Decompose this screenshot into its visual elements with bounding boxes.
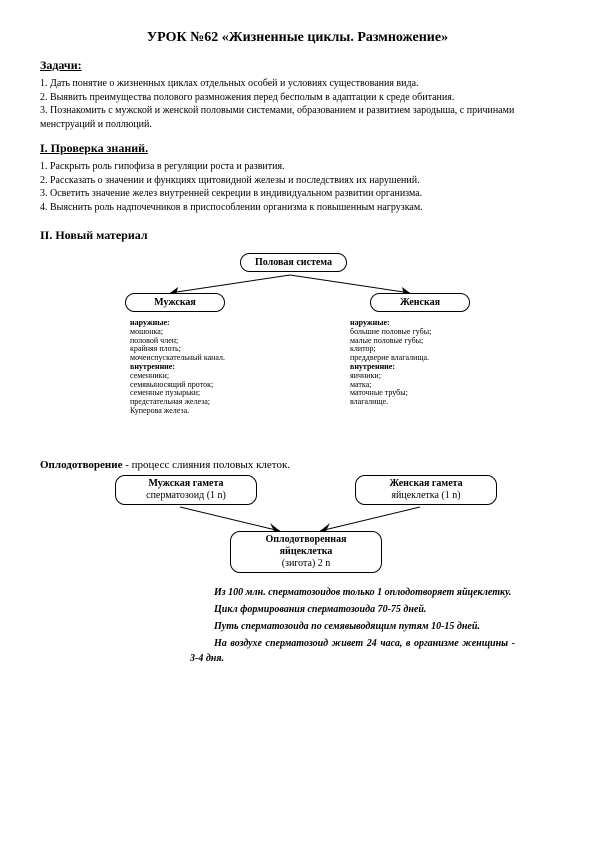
- list-item: влагалище.: [350, 398, 490, 407]
- tasks-list: 1. Дать понятие о жизненных циклах отдел…: [40, 77, 555, 131]
- footnote-item: Путь сперматозоида по семявыводящим путя…: [190, 619, 515, 634]
- task-item: 1. Дать понятие о жизненных циклах отдел…: [40, 77, 555, 91]
- def-text: - процесс слияния половых клеток.: [123, 459, 291, 471]
- node-female-gamete: Женская гамета яйцеклетка (1 n): [355, 475, 497, 505]
- check-item: 2. Рассказать о значении и функциях щито…: [40, 174, 555, 188]
- page-title: УРОК №62 «Жизненные циклы. Размножение»: [40, 30, 555, 46]
- male-gamete-title: Мужская гамета: [126, 478, 246, 490]
- task-item: 2. Выявить преимущества полового размнож…: [40, 91, 555, 105]
- check-item: 1. Раскрыть роль гипофиза в регуляции ро…: [40, 160, 555, 174]
- female-gamete-sub: яйцеклетка (1 n): [366, 490, 486, 502]
- male-organs-list: наружные: мошонка; половой член; крайняя…: [130, 319, 270, 416]
- node-root: Половая система: [240, 253, 347, 272]
- footnotes: Из 100 млн. сперматозоидов только 1 опло…: [190, 585, 515, 666]
- node-female: Женская: [370, 293, 470, 312]
- fertilization-definition: Оплодотворение - процесс слияния половых…: [40, 459, 555, 471]
- zygote-title: Оплодотворенная яйцеклетка: [241, 534, 371, 558]
- female-organs-list: наружные: большие половые губы; малые по…: [350, 319, 490, 407]
- new-material-header: II. Новый материал: [40, 228, 555, 243]
- check-item: 3. Осветить значение желез внутренней се…: [40, 187, 555, 201]
- check-item: 4. Выяснить роль надпочечников в приспос…: [40, 201, 555, 215]
- footnote-item: На воздухе сперматозоид живет 24 часа, в…: [190, 636, 515, 666]
- list-item: Куперова железа.: [130, 407, 270, 416]
- footnote-item: Из 100 млн. сперматозоидов только 1 опло…: [190, 585, 515, 600]
- reproductive-system-diagram: Половая система Мужская Женская наружные…: [40, 253, 555, 453]
- node-zygote: Оплодотворенная яйцеклетка (зигота) 2 n: [230, 531, 382, 573]
- node-male-gamete: Мужская гамета сперматозоид (1 n): [115, 475, 257, 505]
- female-gamete-title: Женская гамета: [366, 478, 486, 490]
- gamete-diagram: Мужская гамета сперматозоид (1 n) Женска…: [40, 475, 555, 585]
- def-term: Оплодотворение: [40, 459, 123, 471]
- zygote-sub: (зигота) 2 n: [241, 558, 371, 570]
- tasks-header: Задачи:: [40, 58, 555, 73]
- footnote-item: Цикл формирования сперматозоида 70-75 дн…: [190, 602, 515, 617]
- list-item: яичники;: [350, 372, 490, 381]
- check-list: 1. Раскрыть роль гипофиза в регуляции ро…: [40, 160, 555, 214]
- document-page: УРОК №62 «Жизненные циклы. Размножение» …: [0, 0, 595, 698]
- task-item: 3. Познакомить с мужской и женской полов…: [40, 104, 555, 131]
- node-male: Мужская: [125, 293, 225, 312]
- male-gamete-sub: сперматозоид (1 n): [126, 490, 246, 502]
- check-header: I. Проверка знаний.: [40, 141, 555, 156]
